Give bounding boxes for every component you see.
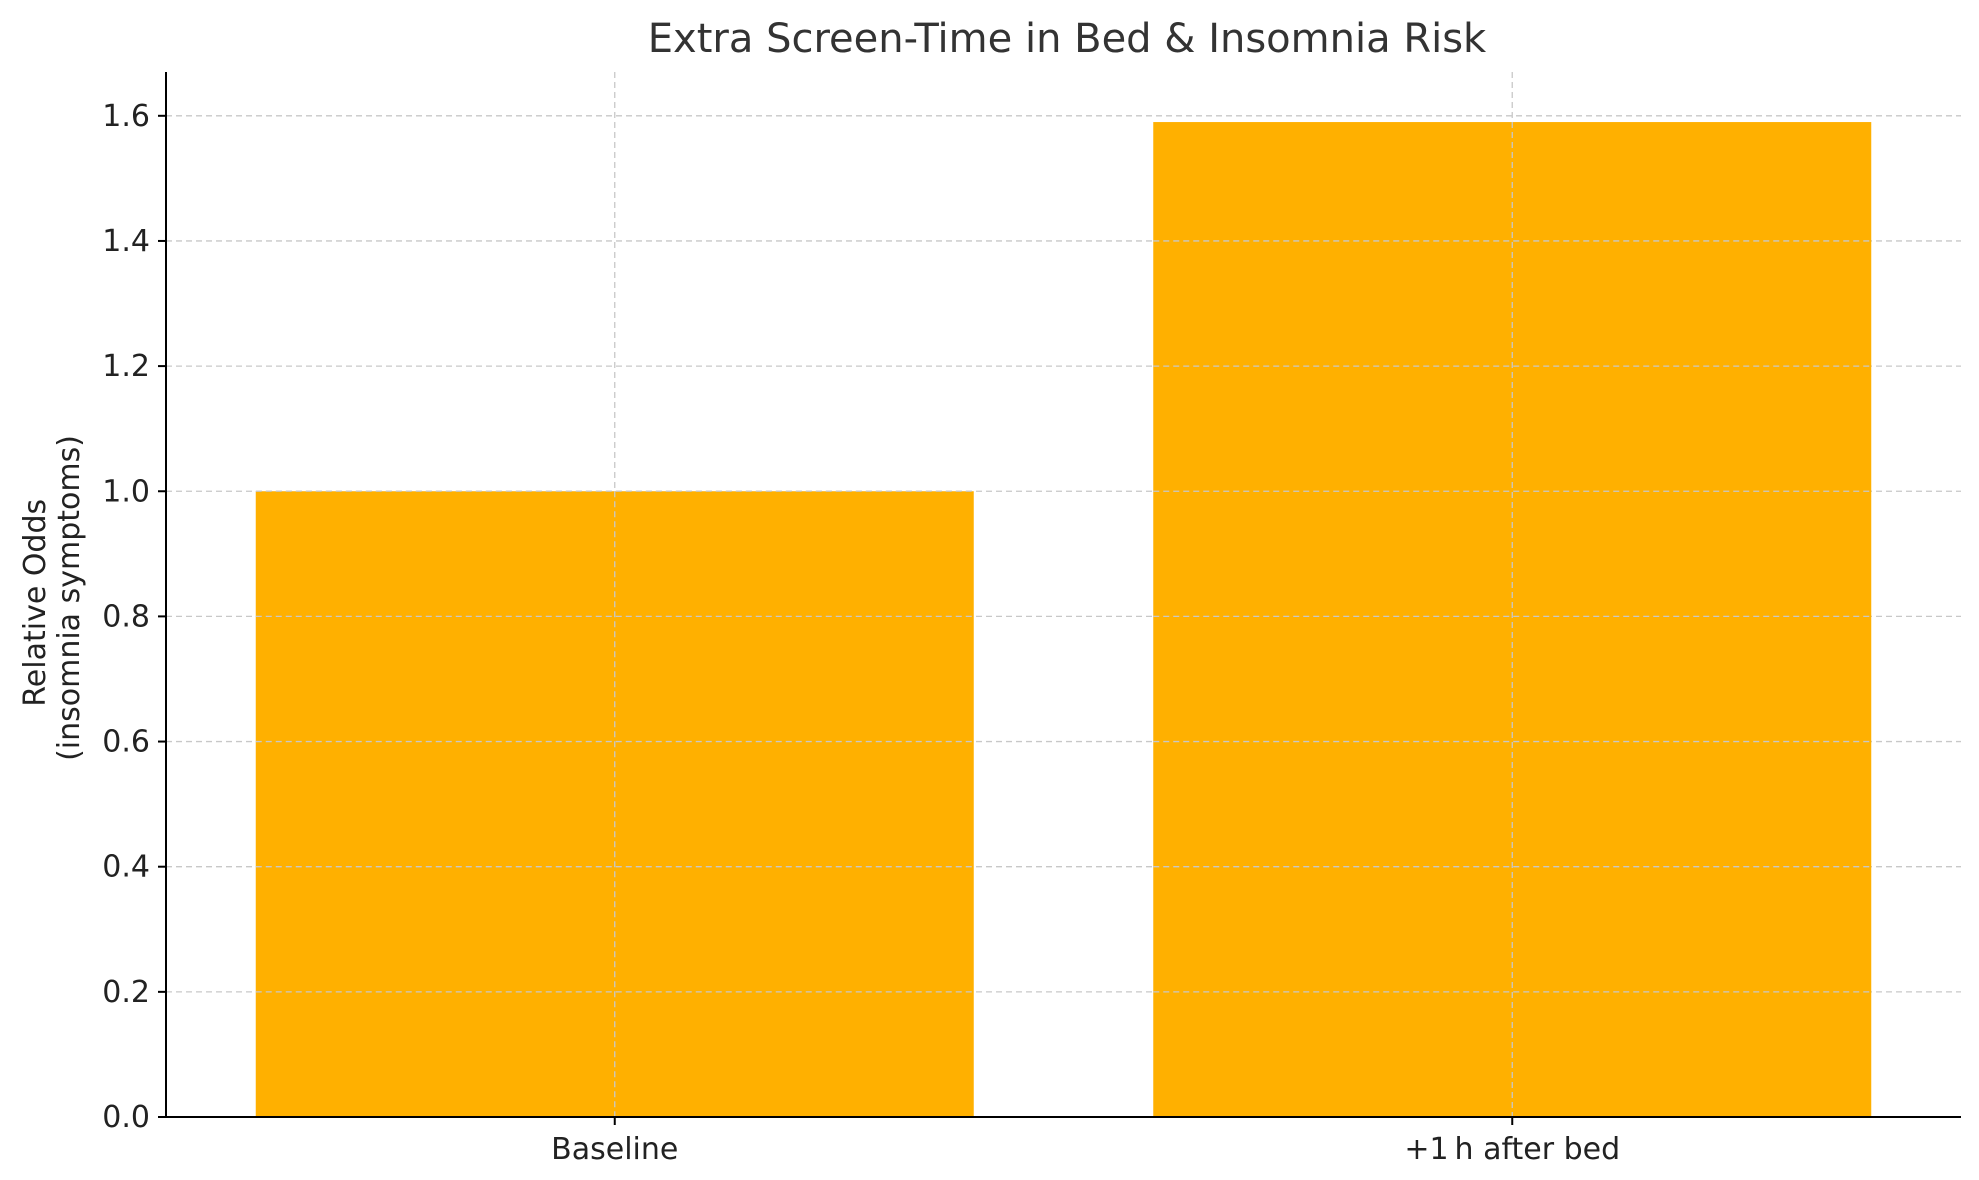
y-tick-label: 1.0 — [102, 474, 150, 509]
y-tick-label: 0.6 — [102, 725, 150, 760]
y-axis-label: Relative Odds (insomnia symptoms) — [18, 435, 87, 761]
y-tick-label: 0.8 — [102, 599, 150, 634]
x-tick-label: Baseline — [551, 1132, 678, 1167]
y-tick-label: 0.4 — [102, 850, 150, 885]
chart-title: Extra Screen-Time in Bed & Insomnia Risk — [648, 16, 1487, 62]
y-tick-label: 0.2 — [102, 975, 150, 1010]
y-axis-label-line-1: Relative Odds — [18, 499, 53, 707]
y-axis-label-line-2: (insomnia symptoms) — [52, 435, 87, 761]
y-tick-label: 0.0 — [102, 1100, 150, 1135]
y-tick-label: 1.4 — [102, 224, 150, 259]
y-tick-label: 1.6 — [102, 99, 150, 134]
y-axis-ticks: 0.0 0.2 0.4 0.6 0.8 1.0 1.2 1.4 1.6 — [102, 99, 166, 1135]
bars — [255, 122, 1872, 1118]
y-tick-label: 1.2 — [102, 349, 150, 384]
x-tick-label: +1 h after bed — [1404, 1132, 1620, 1167]
x-axis-ticks: Baseline +1 h after bed — [551, 1117, 1620, 1167]
axes — [165, 72, 1961, 1118]
